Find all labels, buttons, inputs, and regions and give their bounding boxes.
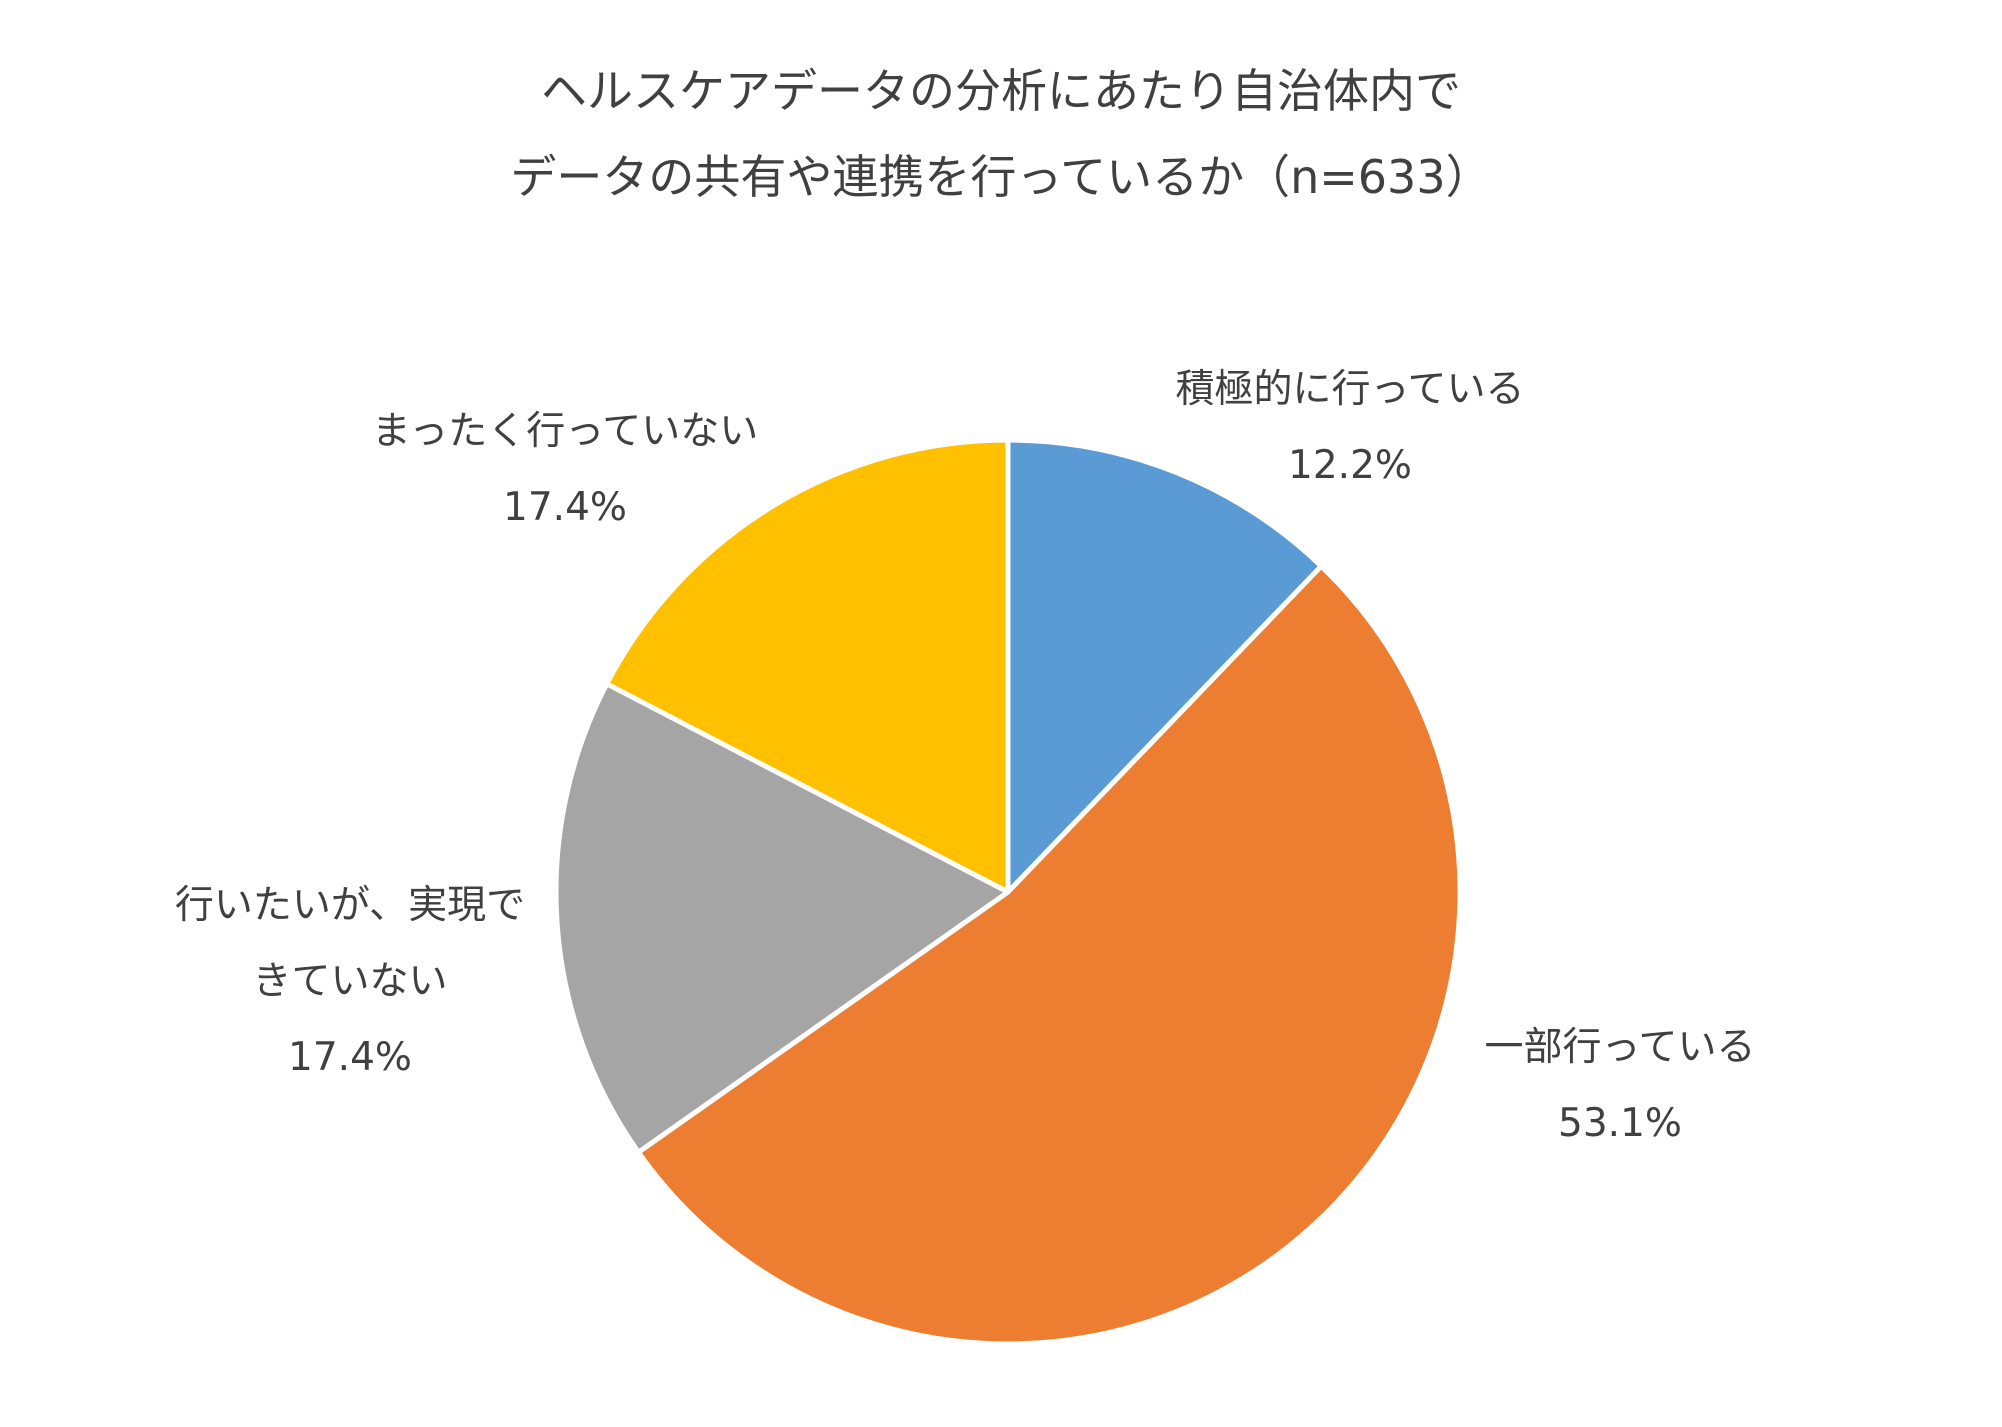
pie-slice-partial [635,563,1463,1347]
slice-value-active: 12.2% [1288,443,1412,488]
slice-value-not-at-all: 17.4% [503,485,627,530]
pie-slice-not-at-all [604,437,1011,895]
pie-slice-want-but-cannot [553,681,1011,1155]
slice-label-partial: 一部行っている 53.1% [1465,1010,1775,1162]
chart-title-line-1: ヘルスケアデータの分析にあたり自治体内で [541,64,1461,118]
slice-value-partial: 53.1% [1558,1101,1682,1146]
slice-label-not-at-all: まったく行っていない 17.4% [355,394,775,546]
pie-slice-active [1005,437,1324,895]
slice-name-active: 積極的に行っている [1175,367,1525,412]
slice-name-partial: 一部行っている [1484,1025,1756,1070]
slice-name-want-but-cannot-1: 行いたいが、実現で [174,883,526,928]
slice-name-want-but-cannot-2: きていない [252,959,448,1004]
slice-name-not-at-all: まったく行っていない [371,409,759,454]
slice-label-want-but-cannot: 行いたいが、実現で きていない 17.4% [165,868,535,1096]
slice-value-want-but-cannot: 17.4% [288,1035,412,1080]
slice-label-active: 積極的に行っている 12.2% [1160,352,1540,504]
chart-title-line-2: データの共有や連携を行っているか（n=633） [510,150,1492,204]
pie-slices [553,437,1463,1347]
